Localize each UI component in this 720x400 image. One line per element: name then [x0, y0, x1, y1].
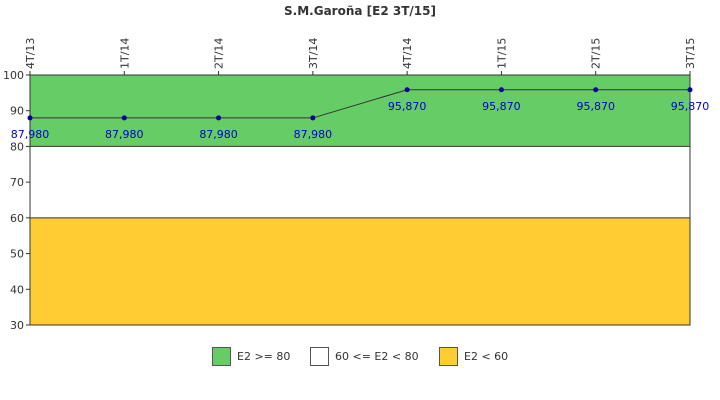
- x-axis: 4T/13 1T/14 2T/14 3T/14 4T/14 1T/15 2T/15 3T/15: [24, 38, 697, 75]
- x-tick-label: 2T/15: [590, 38, 603, 69]
- legend-swatch-green: [212, 346, 231, 366]
- chart-title: S.M.Garoña [E2 3T/15]: [284, 4, 436, 18]
- band-rect: [30, 146, 690, 218]
- plot-frame: [29, 74, 691, 326]
- y-tick-label: 70: [10, 176, 24, 189]
- data-label: 95,870: [388, 100, 427, 113]
- data-point: [687, 87, 693, 93]
- y-tick-label: 30: [10, 319, 24, 332]
- threshold-bands: [30, 75, 690, 325]
- y-tick-label: 40: [10, 283, 24, 296]
- data-point: [498, 87, 504, 93]
- plot-border: [29, 74, 691, 326]
- y-tick-label: 80: [10, 140, 24, 153]
- data-label: 87,980: [11, 128, 50, 141]
- x-tick-label: 4T/14: [401, 38, 414, 69]
- data-label: 95,870: [671, 100, 710, 113]
- x-tick-label: 1T/15: [495, 38, 508, 69]
- series-line: [30, 89, 690, 119]
- data-point: [404, 87, 410, 93]
- x-tick-label: 2T/14: [213, 38, 226, 69]
- data-point: [310, 115, 316, 121]
- legend-label: 60 <= E2 < 80: [335, 349, 419, 363]
- legend-label: E2 < 60: [464, 349, 509, 363]
- data-labels: 87,980 87,980 87,980 87,980 95,870 95,870 95,8…: [11, 100, 710, 141]
- data-label: 87,980: [105, 128, 144, 141]
- data-label: 87,980: [199, 128, 238, 141]
- band-rect: [30, 217, 690, 325]
- y-tick-label: 60: [10, 212, 24, 225]
- legend-item: E2 < 60: [439, 345, 508, 367]
- legend-item: 60 <= E2 < 80: [310, 345, 419, 367]
- data-label: 95,870: [576, 100, 615, 113]
- legend-label: E2 >= 80: [237, 349, 291, 363]
- y-tick-label: 50: [10, 248, 24, 261]
- data-point: [27, 115, 33, 121]
- band-rect: [30, 75, 690, 147]
- data-points: [27, 87, 693, 121]
- legend-swatch-yellow: [439, 346, 458, 366]
- legend-item: E2 >= 80: [212, 345, 290, 367]
- x-tick-label: 3T/14: [307, 38, 320, 69]
- legend-swatch-white: [310, 346, 329, 366]
- data-label: 87,980: [294, 128, 333, 141]
- data-point: [216, 115, 222, 121]
- x-tick-label: 3T/15: [684, 38, 697, 69]
- x-tick-label: 1T/14: [118, 38, 131, 69]
- series-polyline: [30, 89, 690, 119]
- y-tick-label: 90: [10, 105, 24, 118]
- legend: E2 >= 80 60 <= E2 < 80 E2 < 60: [0, 345, 720, 367]
- y-axis: 30 40 50 60 70 80 90 100: [3, 69, 30, 332]
- data-label: 95,870: [482, 100, 521, 113]
- y-tick-label: 100: [3, 69, 24, 82]
- data-point: [593, 87, 599, 93]
- data-point: [121, 115, 127, 121]
- x-tick-label: 4T/13: [24, 38, 37, 69]
